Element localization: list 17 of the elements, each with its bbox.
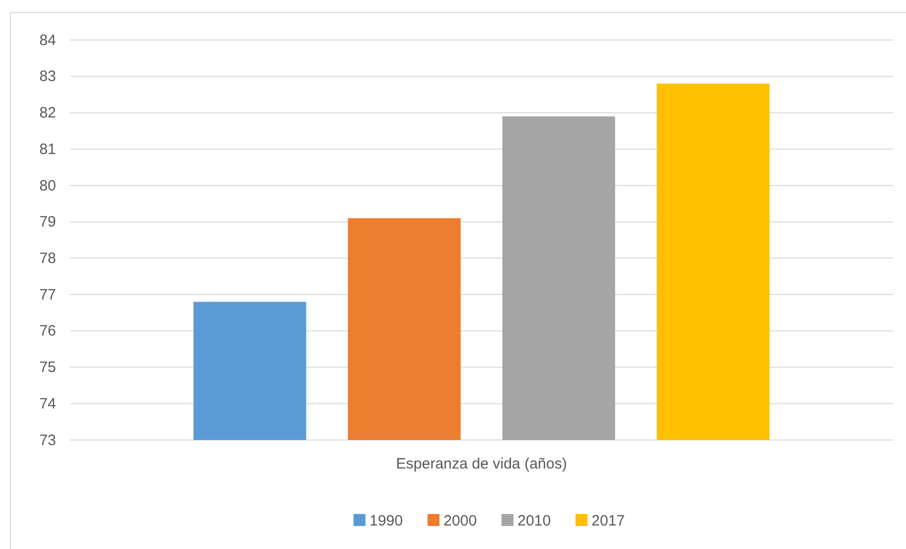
y-tick-label: 78 — [39, 250, 56, 267]
y-tick-label: 83 — [39, 68, 56, 86]
legend-label: 2000 — [444, 512, 477, 530]
y-tick-label: 84 — [39, 32, 56, 49]
y-tick-label: 73 — [39, 432, 56, 449]
y-tick-label: 75 — [39, 359, 56, 376]
y-tick-label: 80 — [39, 177, 56, 194]
legend-label: 1990 — [370, 512, 403, 530]
y-tick-label: 81 — [39, 140, 56, 158]
legend-label: 2017 — [592, 512, 625, 530]
legend-label: 2010 — [518, 512, 551, 530]
y-tick-label: 79 — [39, 214, 56, 231]
y-tick-label: 82 — [39, 104, 56, 122]
y-tick-label: 74 — [39, 395, 56, 412]
x-tick-label: Esperanza de vida (años) — [396, 456, 567, 473]
y-tick-label: 77 — [39, 286, 56, 304]
y-tick-label: 76 — [39, 322, 56, 340]
